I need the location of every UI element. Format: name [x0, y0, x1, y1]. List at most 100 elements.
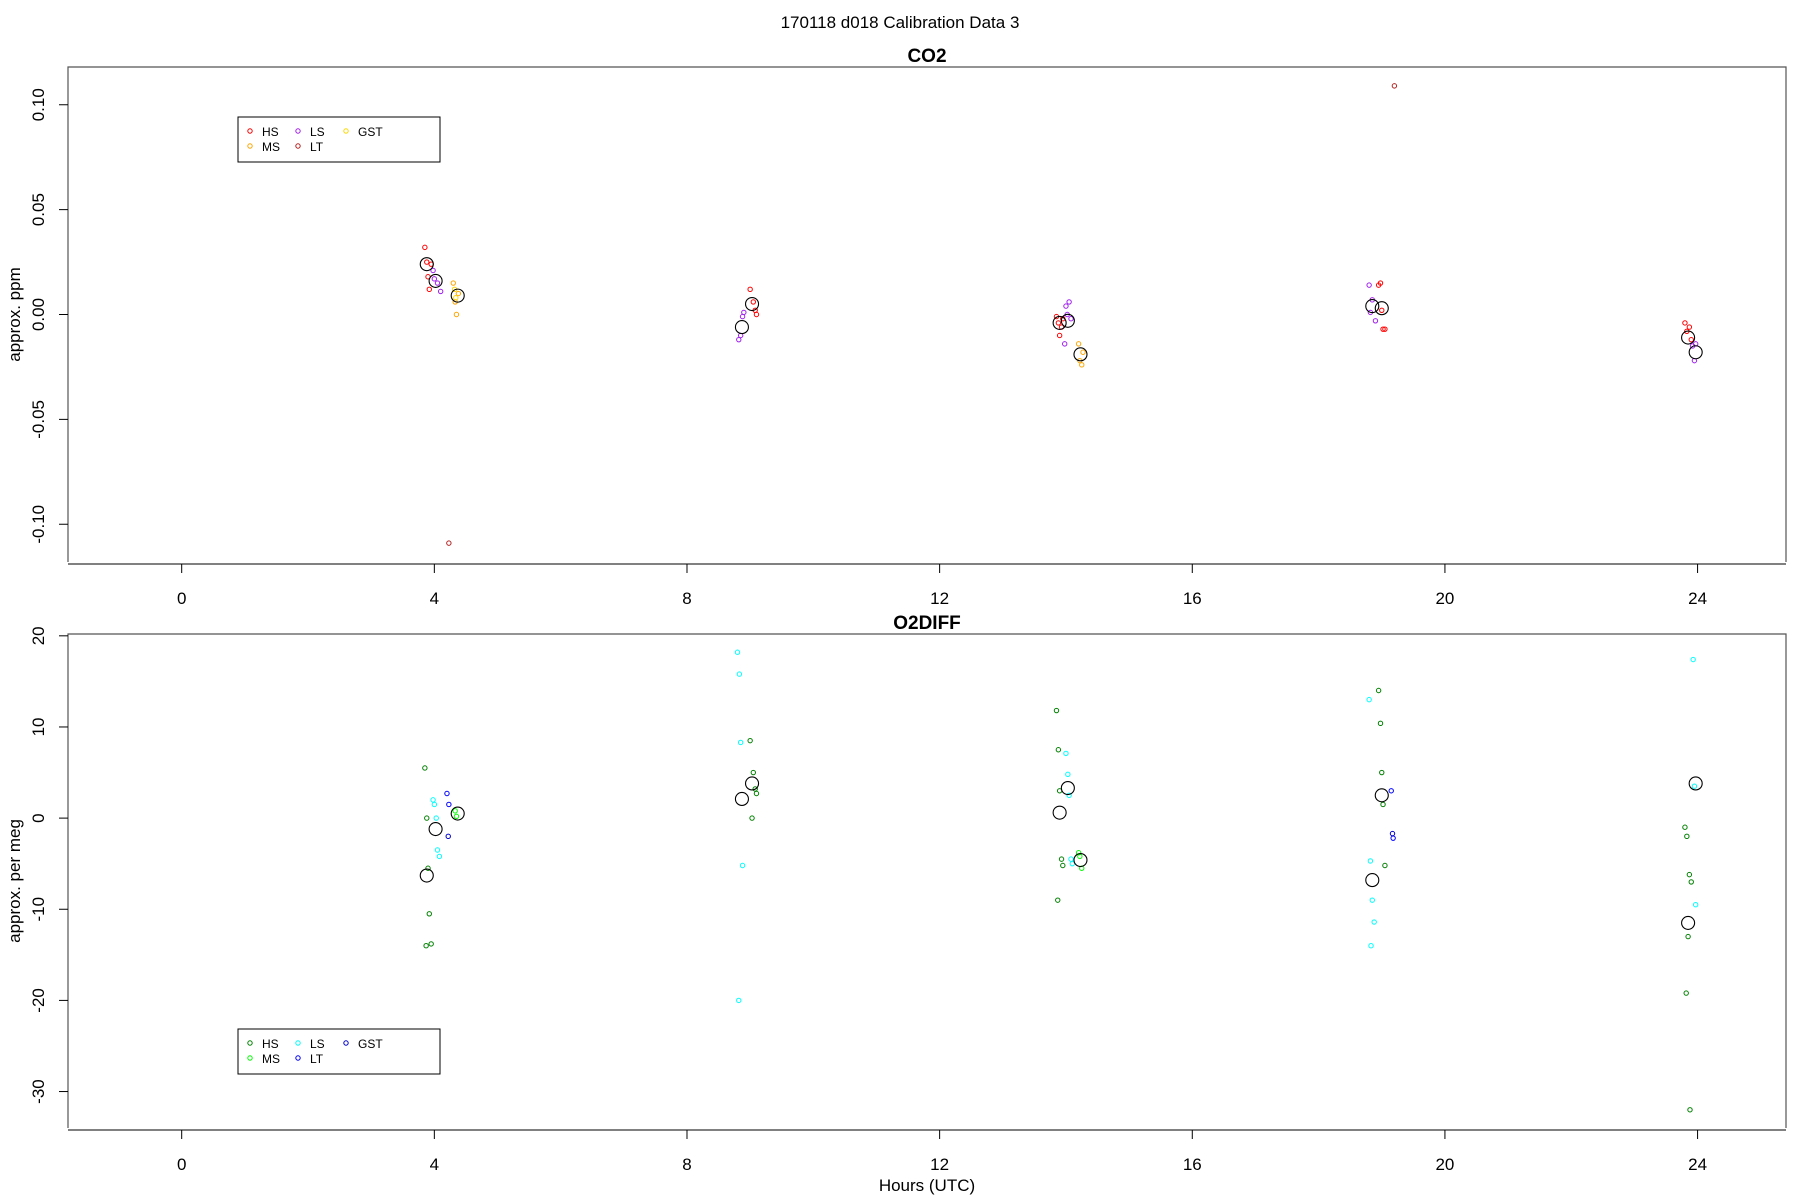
mean-point [1052, 315, 1067, 330]
legend-label: LS [310, 1037, 325, 1051]
data-point [1053, 707, 1060, 714]
plot-frame [67, 633, 1787, 1128]
data-point [423, 943, 429, 949]
series-lt [446, 83, 1398, 546]
mean-point [1688, 776, 1703, 791]
data-point [446, 540, 452, 546]
mean-point [419, 868, 434, 883]
data-point [1377, 720, 1384, 727]
data-point [736, 997, 742, 1004]
legend-label: LT [310, 140, 324, 154]
legend-marker [295, 143, 301, 149]
series-ms [450, 280, 1086, 368]
data-point [1382, 862, 1388, 869]
data-point [431, 801, 438, 808]
data-point [1391, 83, 1398, 89]
mean-point [419, 257, 434, 272]
x-tick-label: 12 [930, 1155, 949, 1174]
data-point [1066, 792, 1072, 799]
mean-point [1688, 345, 1703, 360]
data-point [1686, 324, 1693, 330]
y-tick-label: -20 [29, 988, 48, 1013]
data-point [434, 280, 441, 286]
data-point [436, 853, 443, 860]
data-point [434, 847, 441, 853]
legend-marker [295, 1040, 301, 1046]
y-tick-label: -30 [29, 1079, 48, 1104]
data-point [1375, 687, 1382, 694]
data-point [1380, 801, 1386, 808]
series-hs [422, 687, 1694, 1113]
legend-label: MS [262, 140, 280, 154]
mean-point [428, 821, 443, 837]
data-point [1068, 315, 1074, 322]
mean-point [1052, 805, 1067, 820]
data-point [431, 276, 438, 282]
data-point [736, 671, 743, 677]
data-point [450, 280, 456, 286]
mean-point [1681, 330, 1696, 345]
data-point [1388, 788, 1394, 794]
x-tick-label: 20 [1435, 1155, 1454, 1174]
data-point [736, 336, 742, 343]
data-point [424, 259, 430, 265]
legend-marker [295, 1055, 301, 1061]
y-tick-label: 20 [29, 626, 48, 645]
legend-box [237, 116, 441, 163]
data-point [1371, 919, 1377, 925]
data-point [424, 815, 430, 821]
data-point [1380, 326, 1386, 332]
data-point [1077, 853, 1083, 860]
data-point [1060, 862, 1066, 869]
y-axis-label: approx. ppm [5, 267, 24, 362]
data-point [1379, 769, 1385, 776]
co2-panel: CO2 0 4 8 12 16 20 24 -0.10 -0.05 0.00 0.05 0.10 appr… [5, 46, 1787, 608]
x-tick-label: 24 [1688, 589, 1707, 608]
x-tick-label: 16 [1183, 589, 1202, 608]
y-axis-label: approx. per meg [5, 819, 24, 943]
series-lt [444, 788, 1396, 841]
legend-box [237, 1028, 441, 1075]
x-tick-label: 8 [682, 1155, 691, 1174]
data-point [1065, 771, 1071, 778]
mean-point [1060, 780, 1075, 796]
series-gst [445, 830, 1396, 840]
data-point [1055, 747, 1062, 753]
mean-point [1073, 347, 1088, 362]
legend-marker [295, 128, 301, 134]
o2diff-panel: O2DIFF 0 4 8 12 16 20 24 -30 -20 -10 0 10 20 approx. p… [5, 613, 1787, 1195]
data-point [453, 295, 459, 301]
data-point [1369, 897, 1375, 903]
data-point [1389, 830, 1396, 837]
y-tick-label: 0 [29, 813, 48, 822]
legend-marker [247, 1040, 253, 1046]
data-point [445, 833, 451, 840]
data-point [1687, 1107, 1693, 1113]
data-point [433, 815, 439, 821]
mean-point [1374, 788, 1389, 803]
x-tick-label: 12 [930, 589, 949, 608]
data-point [455, 290, 462, 297]
panel-title: O2DIFF [893, 613, 961, 634]
data-point [1683, 990, 1689, 996]
y-tick-label: 0.00 [29, 298, 48, 331]
x-tick-label: 16 [1183, 1155, 1202, 1174]
data-point [422, 244, 428, 251]
data-point [452, 808, 458, 814]
data-point [747, 737, 753, 744]
legend-marker [247, 143, 253, 149]
data-point [1366, 282, 1372, 288]
mean-point [1060, 313, 1075, 328]
x-tick-label: 4 [430, 589, 439, 608]
data-point [1382, 326, 1388, 332]
data-point [747, 286, 753, 293]
series-ls [430, 649, 1699, 1004]
data-point [437, 288, 444, 295]
legend-marker [343, 128, 349, 134]
data-point [1080, 349, 1086, 355]
data-point [1379, 307, 1385, 314]
data-point [446, 801, 452, 808]
